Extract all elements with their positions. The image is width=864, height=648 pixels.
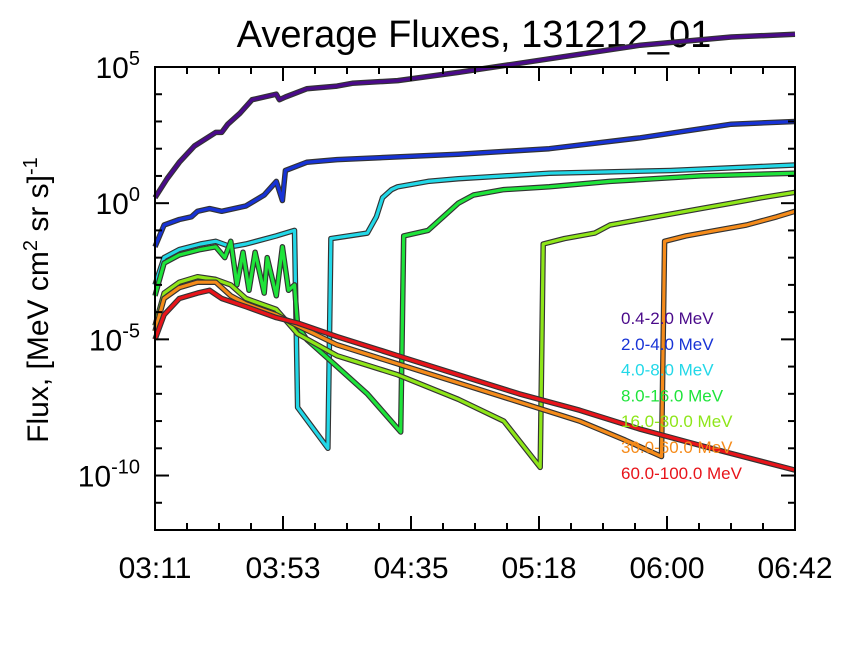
- svg-text:Flux, [MeV cm2 sr s]-1: Flux, [MeV cm2 sr s]-1: [20, 157, 55, 443]
- legend-entry-4: 16.0-30.0 MeV: [621, 412, 733, 431]
- legend-entry-2: 4.0-8.0 MeV: [621, 361, 714, 380]
- y-label-sup2: 2: [20, 240, 42, 251]
- series-line-6: [153, 288, 796, 472]
- chart-title: Average Fluxes, 131212_01: [237, 14, 712, 56]
- x-tick-label: 05:18: [501, 552, 576, 585]
- legend: 0.4-2.0 MeV 2.0-4.0 MeV 4.0-8.0 MeV 8.0-16.…: [621, 309, 743, 483]
- legend-entry-0: 0.4-2.0 MeV: [621, 309, 714, 328]
- legend-entry-3: 8.0-16.0 MeV: [621, 386, 724, 405]
- series-outline-0: [152, 31, 796, 200]
- series-group: [152, 31, 796, 473]
- x-tick-label: 06:00: [629, 552, 704, 585]
- series-line-3: [153, 171, 796, 434]
- series-line-4: [153, 190, 796, 469]
- series-line-1: [153, 119, 796, 248]
- series-outline-1: [152, 118, 796, 248]
- y-tick-label: 10-5: [89, 320, 140, 357]
- series-line-5: [153, 209, 796, 459]
- x-tick-label: 03:53: [245, 552, 320, 585]
- y-tick-label: 100: [96, 184, 141, 221]
- legend-entry-5: 30.0-60.0 MeV: [621, 438, 733, 457]
- y-label-mid: sr s]: [22, 175, 55, 240]
- y-label-main: Flux, [MeV cm: [22, 251, 55, 443]
- legend-entry-6: 60.0-100.0 MeV: [621, 464, 743, 483]
- x-tick-label: 03:11: [119, 552, 192, 585]
- y-label-sup-exp: -1: [20, 157, 42, 175]
- x-tick-labels: 03:11 03:53 04:35 05:18 06:00 06:42: [119, 552, 833, 585]
- series-line-0: [153, 32, 796, 199]
- x-tick-label: 04:35: [373, 552, 448, 585]
- y-tick-labels: 105 100 10-5 10-10: [78, 48, 140, 494]
- axes: [154, 66, 796, 531]
- x-tick-label: 06:42: [757, 552, 832, 585]
- legend-entry-1: 2.0-4.0 MeV: [621, 335, 714, 354]
- y-axis-label: Flux, [MeV cm2 sr s]-1: [20, 157, 55, 443]
- y-tick-label: 10-10: [78, 457, 140, 494]
- y-tick-label: 105: [96, 48, 141, 85]
